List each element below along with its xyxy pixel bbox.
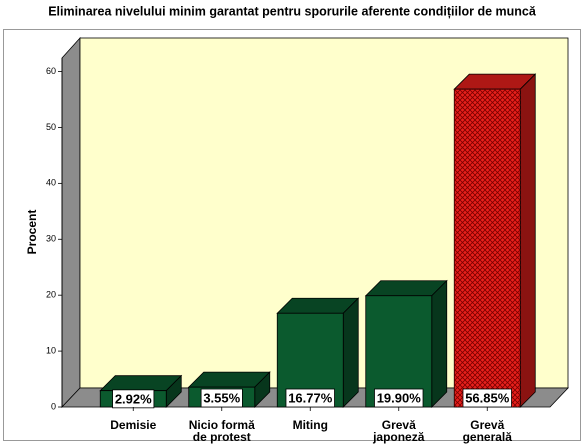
x-tick-label: Nicio formă de protest bbox=[188, 418, 255, 444]
y-tick-label: 40 bbox=[46, 178, 56, 188]
bar-side bbox=[342, 297, 359, 408]
y-tick-label: 60 bbox=[46, 66, 56, 76]
y-tick-label: 20 bbox=[46, 290, 56, 300]
y-tick-label: 50 bbox=[46, 122, 56, 132]
x-tick-label: Miting bbox=[292, 418, 328, 432]
left-wall bbox=[61, 36, 81, 409]
value-label: 3.55% bbox=[203, 390, 240, 405]
value-label: 16.77% bbox=[288, 390, 333, 405]
x-tick-label: Grevă generală bbox=[462, 418, 512, 444]
bar bbox=[365, 295, 433, 408]
bar-side bbox=[519, 73, 536, 408]
x-tick-label: Grevă japoneză bbox=[373, 418, 425, 444]
value-label: 2.92% bbox=[115, 391, 152, 406]
y-tick-label: 10 bbox=[46, 345, 56, 355]
value-label: 56.85% bbox=[465, 390, 510, 405]
y-tick-label: 30 bbox=[46, 234, 56, 244]
y-axis-label: Procent bbox=[25, 210, 39, 255]
x-tick-label: Demisie bbox=[110, 418, 157, 432]
bar-hatch bbox=[454, 89, 521, 408]
frame bbox=[3, 29, 581, 441]
y-tick-label: 0 bbox=[51, 401, 56, 411]
chart-title: Eliminarea nivelului minim garantat pent… bbox=[48, 4, 537, 18]
bar-side bbox=[431, 279, 448, 408]
value-label: 19.90% bbox=[377, 390, 422, 405]
